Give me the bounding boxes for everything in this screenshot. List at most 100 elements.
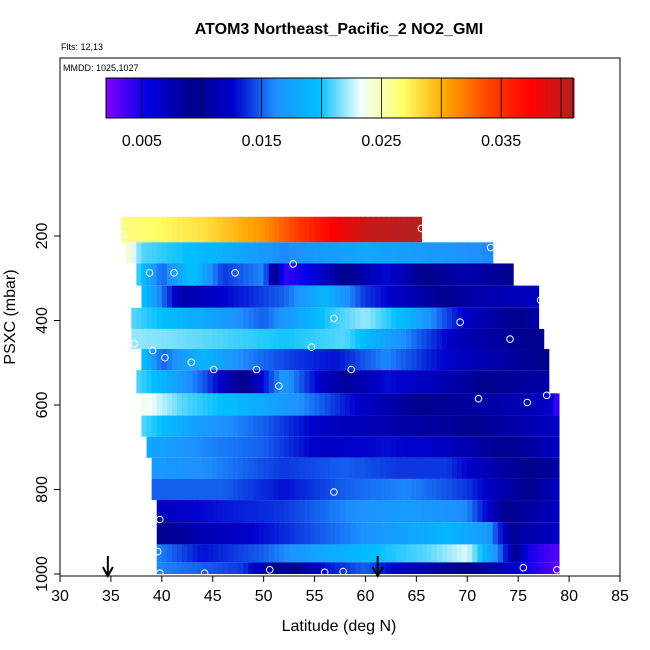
curtain-cell [472, 457, 479, 479]
curtain-cell [492, 285, 499, 308]
colorbar-swatch [324, 78, 327, 118]
curtain-cell [513, 328, 519, 350]
curtain-cell [411, 436, 417, 458]
curtain-cell [426, 263, 433, 286]
curtain-cell [390, 457, 397, 479]
curtain-cell [472, 500, 479, 523]
colorbar-swatch [552, 78, 555, 118]
colorbar-swatch [444, 78, 447, 118]
curtain-cell [329, 457, 336, 479]
curtain-cell [477, 370, 484, 394]
curtain-cell [177, 500, 183, 523]
curtain-cell [350, 436, 356, 458]
curtain-cell [177, 370, 183, 394]
colorbar-swatch [120, 78, 123, 118]
sample-marker [307, 343, 316, 351]
curtain-cell [401, 457, 407, 479]
curtain-cell [172, 242, 178, 264]
colorbar-swatch [272, 78, 275, 118]
curtain-cell [136, 370, 143, 394]
curtain-cell [182, 328, 188, 350]
curtain-cell [334, 562, 341, 574]
curtain-cell [258, 370, 265, 394]
sample-marker [347, 365, 356, 374]
curtain-cell [243, 500, 249, 523]
curtain-cell [131, 242, 137, 264]
colorbar-swatch [116, 78, 119, 118]
curtain-cell [355, 436, 361, 458]
colorbar-swatch [462, 78, 465, 118]
curtain-layer-545 [136, 370, 550, 394]
x-tick-label: 30 [51, 588, 69, 605]
curtain-cell [233, 263, 239, 286]
curtain-cell [462, 562, 468, 574]
curtain-cell [416, 544, 423, 563]
curtain-cell [207, 349, 214, 371]
curtain-cell [513, 544, 519, 563]
curtain-cell [202, 522, 209, 545]
curtain-cell [243, 242, 249, 264]
curtain-cell [314, 478, 321, 501]
colorbar-tick-label: 0.035 [481, 133, 521, 150]
curtain-cell [446, 500, 453, 523]
curtain-cell [207, 500, 214, 523]
flights-label: Flts: 12,13 [61, 42, 103, 52]
curtain-cell [360, 415, 367, 437]
curtain-cell [426, 328, 433, 350]
curtain-cell [289, 216, 295, 243]
curtain-cell [151, 393, 158, 416]
colorbar-swatch [562, 78, 565, 118]
curtain-cell [324, 457, 331, 479]
curtain-cell [350, 216, 356, 243]
curtain-cell [457, 544, 463, 563]
curtain-cell [380, 457, 387, 479]
curtain-cell [477, 478, 484, 501]
curtain-cell [441, 457, 448, 479]
curtain-cell [156, 522, 163, 545]
curtain-cell [314, 544, 321, 563]
curtain-cell [273, 478, 280, 501]
curtain-cell [151, 216, 158, 243]
curtain-cell [238, 415, 244, 437]
sample-marker [275, 382, 283, 390]
curtain-cell [238, 522, 244, 545]
curtain-cell [146, 370, 153, 394]
curtain-cell [436, 328, 443, 350]
curtain-cell [212, 242, 219, 264]
curtain-cell [528, 457, 535, 479]
curtain-cell [497, 522, 504, 545]
curtain-cell [502, 522, 509, 545]
curtain-cell [156, 328, 163, 350]
curtain-cell [156, 242, 163, 264]
curtain-cell [441, 478, 448, 501]
curtain-cell [497, 500, 504, 523]
curtain-cell [390, 500, 397, 523]
curtain-cell [192, 242, 199, 264]
curtain-cell [446, 562, 453, 574]
curtain-cell [508, 349, 514, 371]
curtain-cell [228, 544, 234, 563]
curtain-cell [441, 562, 448, 574]
curtain-cell [538, 436, 545, 458]
curtain-cell [263, 436, 270, 458]
curtain-cell [192, 544, 199, 563]
curtain-cell [207, 562, 214, 574]
colorbar-swatch [356, 78, 359, 118]
curtain-cell [258, 436, 265, 458]
curtain-cell [431, 328, 438, 350]
curtain-cell [441, 242, 448, 264]
curtain-cell [441, 500, 448, 523]
curtain-cell [426, 242, 433, 264]
curtain-cell [502, 436, 509, 458]
curtain-cell [273, 393, 280, 416]
colorbar-swatch [250, 78, 253, 118]
curtain-cell [497, 285, 504, 308]
curtain-cell [238, 285, 244, 308]
curtain-cell [396, 216, 402, 243]
curtain-cell [319, 263, 326, 286]
curtain-cell [513, 415, 519, 437]
curtain-cell [141, 216, 148, 243]
curtain-cell [340, 349, 346, 371]
curtain-cell [334, 328, 341, 350]
curtain-cell [217, 307, 224, 329]
